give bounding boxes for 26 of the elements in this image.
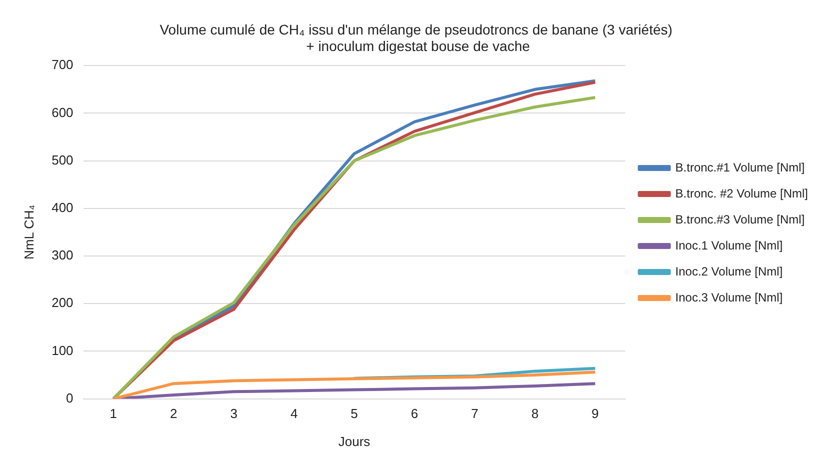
legend-label: B.tronc. #2 Volume [Nml] <box>675 186 808 200</box>
y-tick-label: 100 <box>52 342 74 358</box>
y-tick-label: 500 <box>52 152 74 168</box>
x-tick-label: 6 <box>410 406 418 422</box>
x-tick-label: 2 <box>170 406 178 422</box>
y-tick-label: 200 <box>52 295 74 310</box>
y-tick-label: 0 <box>66 390 74 406</box>
legend-label: B.tronc.#3 Volume [Nml] <box>675 212 805 226</box>
y-tick-label: 700 <box>52 57 74 72</box>
legend-label: B.tronc.#1 Volume [Nml] <box>675 160 805 174</box>
y-tick-label: 300 <box>52 248 74 263</box>
x-tick-label: 4 <box>290 406 298 422</box>
x-tick-label: 5 <box>350 406 358 422</box>
legend-label: Inoc.3 Volume [Nml] <box>675 290 783 304</box>
legend-label: Inoc.2 Volume [Nml] <box>675 264 783 278</box>
chart-title: Volume cumulé de CH₄ issu d'un mélange de pseudotroncs de banane (3 variétés) + inoculum digestat bouse de vache <box>160 21 676 54</box>
y-tick-label: 600 <box>52 104 74 120</box>
y-tick-label: 400 <box>52 200 74 215</box>
x-tick-label: 8 <box>531 406 539 422</box>
x-tick-label: 1 <box>110 406 118 422</box>
x-tick-label: 9 <box>592 406 599 422</box>
x-axis-title: Jours <box>338 434 371 449</box>
legend-label: Inoc.1 Volume [Nml] <box>675 238 783 252</box>
y-axis-title: NmL CH₄ <box>21 204 36 260</box>
x-tick-label: 3 <box>230 406 238 422</box>
x-tick-label: 7 <box>471 406 478 422</box>
